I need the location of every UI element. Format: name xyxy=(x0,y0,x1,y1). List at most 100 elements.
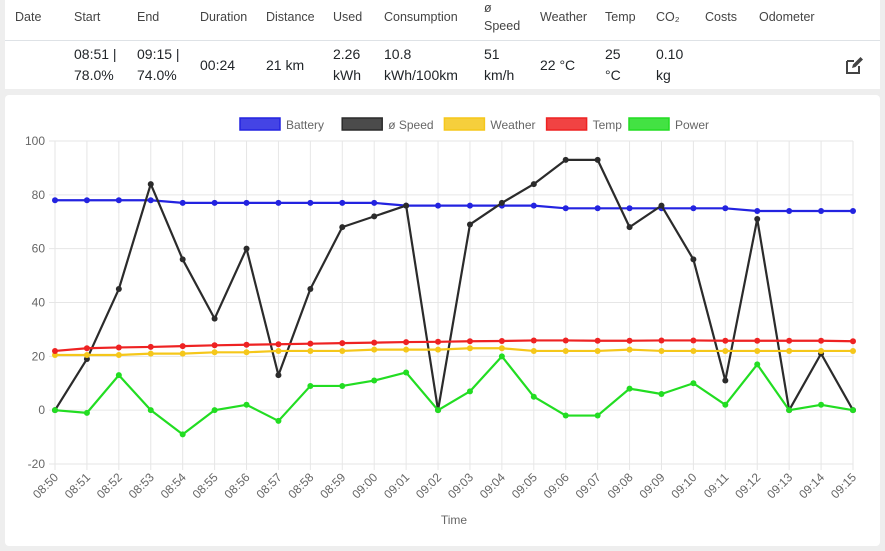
data-point xyxy=(147,350,154,357)
data-point xyxy=(530,181,537,188)
y-tick-label: 80 xyxy=(32,188,46,202)
legend-label: Power xyxy=(675,118,709,132)
header-end: End xyxy=(137,10,160,24)
data-point xyxy=(562,412,569,419)
weather-value: 22 °C xyxy=(540,57,576,73)
x-tick-label: 09:15 xyxy=(828,470,859,501)
data-point xyxy=(530,347,537,354)
data-point xyxy=(83,409,90,416)
data-point xyxy=(754,337,761,344)
data-point xyxy=(594,347,601,354)
data-point xyxy=(307,382,314,389)
data-point xyxy=(339,199,346,206)
x-tick-label: 08:59 xyxy=(317,470,348,501)
y-tick-label: 0 xyxy=(38,403,45,417)
distance-value: 21 km xyxy=(266,57,305,73)
data-point xyxy=(690,347,697,354)
data-point xyxy=(179,431,186,438)
data-point xyxy=(307,340,314,347)
data-point xyxy=(307,347,314,354)
data-point xyxy=(435,346,442,353)
data-point xyxy=(339,382,346,389)
data-point xyxy=(658,347,665,354)
data-point xyxy=(243,199,250,206)
data-point xyxy=(52,347,58,354)
x-tick-label: 08:57 xyxy=(253,470,284,501)
data-point xyxy=(562,347,569,354)
data-point xyxy=(179,199,186,206)
end-time: 09:15 | xyxy=(137,46,180,62)
drive-chart-card: -20 0 20 40 60 80 100 08:50 08:51 08:52 08:53 08:54… xyxy=(5,95,880,546)
x-tick-label: 09:03 xyxy=(445,470,476,501)
data-point xyxy=(147,407,154,414)
data-point xyxy=(498,353,505,360)
y-tick-label: -20 xyxy=(28,457,46,471)
data-point xyxy=(626,346,633,353)
data-point xyxy=(562,337,569,344)
data-point xyxy=(754,216,761,223)
data-point xyxy=(52,407,58,414)
data-point xyxy=(179,256,186,263)
x-tick-label: 09:08 xyxy=(605,470,636,501)
data-point xyxy=(722,347,729,354)
data-point xyxy=(754,347,761,354)
data-point xyxy=(243,341,250,348)
data-point xyxy=(466,221,473,228)
x-tick-label: 09:14 xyxy=(796,470,827,501)
start-battery: 78.0% xyxy=(74,67,114,83)
data-point xyxy=(818,337,825,344)
data-point xyxy=(850,338,856,345)
data-point xyxy=(754,207,761,214)
data-point xyxy=(850,347,856,354)
legend-swatch xyxy=(628,117,670,131)
data-point xyxy=(594,337,601,344)
used-unit: kWh xyxy=(333,67,361,83)
data-point xyxy=(786,207,793,214)
x-tick-label: 08:53 xyxy=(126,470,157,501)
series-line xyxy=(55,199,853,213)
drive-details-table: Date Start End Duration Distance Used Co… xyxy=(5,0,880,89)
data-point xyxy=(115,286,122,293)
legend-swatch xyxy=(545,117,588,131)
data-point xyxy=(466,202,473,209)
data-point xyxy=(690,205,697,212)
data-point xyxy=(275,199,282,206)
edit-button[interactable] xyxy=(844,56,864,76)
data-point xyxy=(498,199,505,206)
data-point xyxy=(307,199,314,206)
end-battery: 74.0% xyxy=(137,67,177,83)
start-time: 08:51 | xyxy=(74,46,117,62)
header-speed-symbol: ø xyxy=(484,1,492,15)
header-start: Start xyxy=(74,10,101,24)
data-point xyxy=(403,339,410,346)
x-tick-label: 09:06 xyxy=(541,470,572,501)
data-point xyxy=(275,372,282,379)
x-tick-label: 08:56 xyxy=(222,470,253,501)
header-divider xyxy=(5,40,880,41)
data-point xyxy=(403,202,410,209)
data-point xyxy=(211,407,218,414)
data-point xyxy=(626,337,633,344)
legend-label: ø Speed xyxy=(388,118,433,132)
legend-swatch xyxy=(341,117,383,131)
data-point xyxy=(466,338,473,345)
data-point xyxy=(786,337,793,344)
x-axis-title: Time xyxy=(441,513,468,527)
drive-line-chart: -20 0 20 40 60 80 100 08:50 08:51 08:52 08:53 08:54… xyxy=(25,117,859,527)
y-tick-label: 20 xyxy=(32,349,46,363)
header-temp: Temp xyxy=(605,10,636,24)
data-point xyxy=(83,345,90,352)
data-point xyxy=(594,205,601,212)
temp-unit: °C xyxy=(605,67,621,83)
data-point xyxy=(371,199,378,206)
data-point xyxy=(339,340,346,347)
data-point xyxy=(147,181,154,188)
series-line xyxy=(55,347,853,357)
data-point xyxy=(818,347,825,354)
data-point xyxy=(530,337,537,344)
series-line xyxy=(54,158,854,412)
legend-swatch xyxy=(239,117,281,131)
data-point xyxy=(371,339,378,346)
data-point xyxy=(211,342,218,349)
data-point xyxy=(626,385,633,392)
